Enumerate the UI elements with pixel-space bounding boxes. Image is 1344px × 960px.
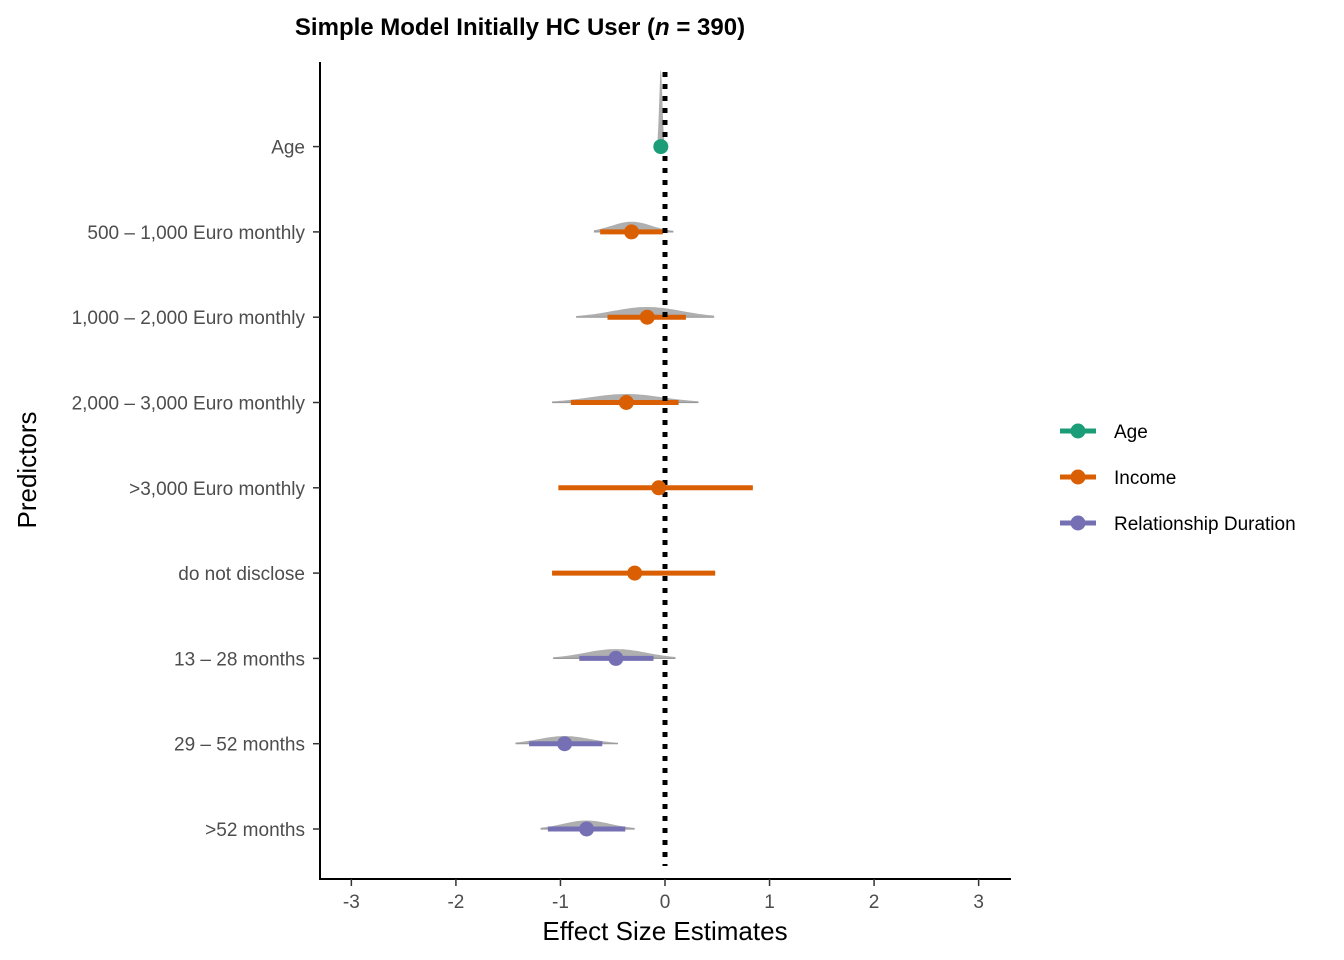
- x-tick-label-6: 3: [973, 892, 984, 913]
- y-tick-label-2-000-3-000-euro-monthly: 2,000 – 3,000 Euro monthly: [72, 394, 306, 415]
- estimate-point-13-28-months: [608, 650, 624, 666]
- estimate-points-layer: [557, 139, 669, 837]
- x-tick-label-5: 2: [869, 892, 880, 913]
- y-tick-label-52-months: >52 months: [205, 820, 305, 841]
- estimate-point-2-000-3-000-euro-monthly: [618, 395, 634, 410]
- x-tick-label-1: -2: [447, 892, 464, 913]
- y-tick-label-1-000-2-000-euro-monthly: 1,000 – 2,000 Euro monthly: [72, 308, 306, 329]
- estimate-point-1-000-2-000-euro-monthly: [639, 309, 655, 325]
- legend-key-point-age: [1070, 423, 1086, 439]
- estimate-point-age: [653, 139, 669, 155]
- x-tick-label-0: -3: [343, 892, 360, 913]
- y-tick-label-age: Age: [271, 138, 305, 159]
- interval-layer: [515, 144, 753, 832]
- y-axis-title: Predictors: [12, 411, 42, 528]
- y-tick-label-do-not-disclose: do not disclose: [178, 564, 305, 585]
- estimate-point-500-1-000-euro-monthly: [624, 224, 640, 240]
- x-axis-ticks: -3 -2 -1 0 1 2 3: [343, 879, 984, 913]
- legend-label-age: Age: [1114, 422, 1148, 443]
- x-tick-label-4: 1: [764, 892, 775, 913]
- y-tick-label-29-52-months: 29 – 52 months: [174, 735, 305, 756]
- density-layer: [515, 70, 753, 829]
- density-age: [657, 70, 664, 147]
- legend-label-income: Income: [1114, 468, 1176, 489]
- chart-title: Simple Model Initially HC User (n = 390): [295, 14, 745, 41]
- y-axis-ticks: Age 500 – 1,000 Euro monthly 1,000 – 2,000…: [72, 138, 320, 841]
- y-tick-label-500-1-000-euro-monthly: 500 – 1,000 Euro monthly: [87, 223, 305, 244]
- estimate-point-52-months: [579, 821, 595, 837]
- estimate-point-3-000-euro-monthly: [651, 480, 667, 496]
- x-tick-label-2: -1: [552, 892, 569, 913]
- x-tick-label-3: 0: [660, 892, 671, 913]
- legend-label-relationship-duration: Relationship Duration: [1114, 514, 1296, 535]
- y-tick-label-3-000-euro-monthly: >3,000 Euro monthly: [129, 479, 305, 500]
- estimate-point-do-not-disclose: [627, 565, 643, 581]
- legend-key-point-relationship-duration: [1070, 515, 1086, 531]
- legend: Age Income Relationship Duration: [1060, 422, 1296, 535]
- legend-key-point-income: [1070, 469, 1086, 485]
- y-tick-label-13-28-months: 13 – 28 months: [174, 649, 305, 670]
- estimate-point-29-52-months: [557, 736, 573, 752]
- x-axis-title: Effect Size Estimates: [542, 916, 787, 946]
